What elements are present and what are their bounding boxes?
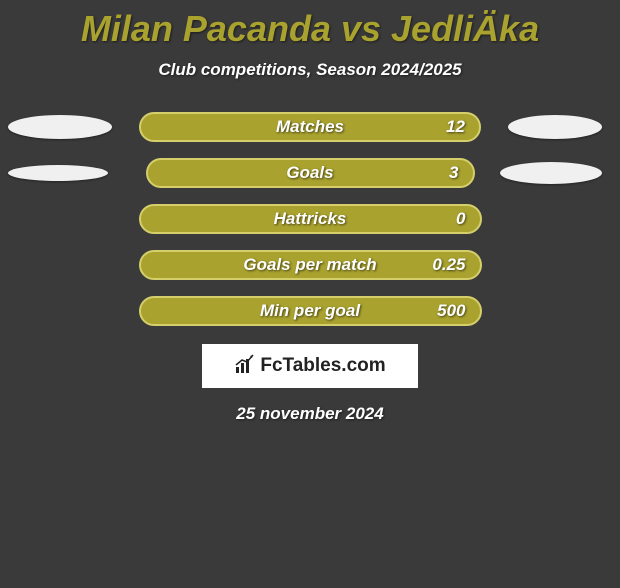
stat-bar: Goals 3 bbox=[146, 158, 475, 188]
stat-label: Goals bbox=[286, 163, 333, 183]
logo-text: FcTables.com bbox=[260, 355, 385, 377]
stat-bar: Matches 12 bbox=[139, 112, 481, 142]
stat-row: Min per goal 500 bbox=[0, 296, 620, 326]
stat-label: Matches bbox=[276, 117, 344, 137]
stat-value: 500 bbox=[437, 301, 465, 321]
stat-bar: Hattricks 0 bbox=[139, 204, 482, 234]
player-left-marker bbox=[8, 165, 108, 181]
stat-bar: Min per goal 500 bbox=[139, 296, 482, 326]
stat-value: 12 bbox=[446, 117, 465, 137]
player-right-marker bbox=[508, 115, 602, 139]
stat-row: Hattricks 0 bbox=[0, 204, 620, 234]
logo-box: FcTables.com bbox=[202, 344, 418, 388]
stat-row: Goals 3 bbox=[0, 158, 620, 188]
chart-icon bbox=[234, 353, 256, 380]
date-text: 25 november 2024 bbox=[0, 404, 620, 424]
stat-label: Goals per match bbox=[243, 255, 376, 275]
stat-label: Min per goal bbox=[260, 301, 360, 321]
stat-value: 0.25 bbox=[432, 255, 465, 275]
stat-row: Matches 12 bbox=[0, 112, 620, 142]
subtitle: Club competitions, Season 2024/2025 bbox=[0, 60, 620, 80]
stat-value: 3 bbox=[449, 163, 458, 183]
stat-row: Goals per match 0.25 bbox=[0, 250, 620, 280]
player-left-marker bbox=[8, 115, 112, 139]
stat-value: 0 bbox=[456, 209, 465, 229]
page-title: Milan Pacanda vs JedliÄka bbox=[0, 8, 620, 50]
player-right-marker bbox=[500, 162, 602, 184]
stats-container: Matches 12 Goals 3 Hattricks 0 Goals per match… bbox=[0, 112, 620, 326]
stat-label: Hattricks bbox=[274, 209, 347, 229]
stat-bar: Goals per match 0.25 bbox=[139, 250, 482, 280]
